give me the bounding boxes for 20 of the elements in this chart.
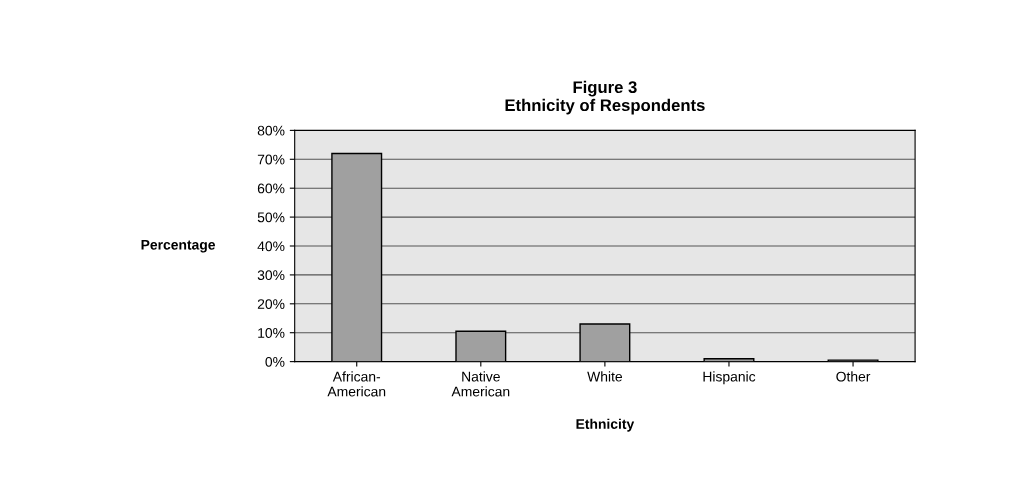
x-tick-label: White [587,371,623,382]
y-tick-label: 40% [257,241,285,252]
x-tick-label: Native American [451,371,510,397]
y-tick-label: 50% [257,212,285,223]
bar [331,152,383,362]
x-axis-title: Ethnicity [576,418,635,432]
y-tick-label: 0% [265,356,285,367]
y-tick-label: 60% [257,183,285,194]
y-axis-title: Percentage [141,239,216,253]
x-tick-label: African- American [327,371,386,397]
y-tick-label: 10% [258,328,285,338]
bar [579,323,631,362]
x-tick-label: Other [836,371,871,382]
y-tick-label: 70% [257,154,285,165]
y-tick-label: 30% [257,270,285,281]
bar [455,330,507,362]
y-tick-label: 20% [257,299,285,309]
chart-title: Figure 3 Ethnicity of Respondents [505,80,705,115]
x-tick-label: Hispanic [703,371,756,385]
y-tick-label: 80% [257,125,285,136]
